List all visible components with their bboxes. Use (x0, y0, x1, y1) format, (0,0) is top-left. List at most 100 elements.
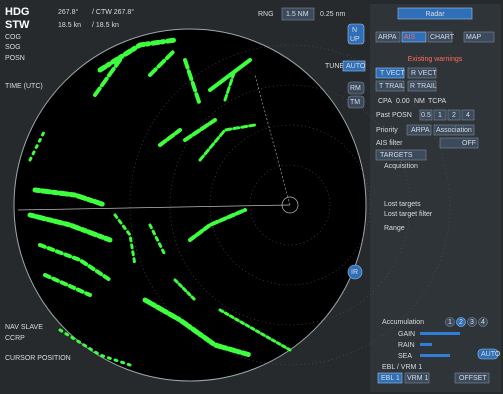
accumulation-button[interactable] (478, 317, 488, 327)
accumulation-label: 2 (459, 319, 463, 326)
label: UP (350, 36, 360, 43)
north-up-button[interactable] (347, 23, 365, 45)
vrm-button[interactable] (404, 372, 430, 384)
label: OFFSET (459, 375, 487, 382)
label: T TRAIL (379, 83, 405, 90)
association-button[interactable] (433, 124, 475, 136)
arpa-priority-button[interactable] (406, 124, 432, 136)
targets-button[interactable] (375, 149, 427, 161)
accumulation-button[interactable] (467, 317, 477, 327)
auto-button[interactable] (477, 348, 499, 360)
accumulation-button[interactable] (445, 317, 455, 327)
range-rings (129, 44, 451, 366)
label: ARPA (411, 127, 430, 134)
label: TUNE (325, 63, 344, 70)
label: IR (351, 269, 358, 276)
offset-button[interactable] (454, 372, 490, 384)
label: STW (5, 19, 30, 31)
gain-slider[interactable] (420, 332, 460, 335)
label: R VECT (411, 70, 437, 77)
label: RAIN (398, 342, 415, 349)
tab[interactable] (463, 31, 495, 43)
label: Priority (376, 127, 398, 134)
past-posn-label: 0.5 (421, 112, 431, 119)
tab[interactable] (375, 31, 401, 43)
ebl-button[interactable] (377, 372, 403, 384)
own-ship (281, 196, 299, 214)
value: 0.00 (396, 98, 410, 105)
t-trail-button[interactable] (375, 80, 405, 92)
heading-line (17, 204, 291, 211)
value: / CTW 267.8° (92, 8, 134, 16)
label: GAIN (398, 331, 415, 338)
past-posn-label: 1 (438, 112, 442, 119)
rm-button[interactable] (347, 81, 365, 95)
past-posn-button[interactable] (461, 109, 475, 121)
accumulation-label: 3 (470, 319, 474, 326)
rain-slider[interactable] (420, 343, 432, 346)
label: CURSOR POSITION (5, 355, 71, 362)
scope (13, 28, 367, 382)
value: 267.8° (58, 8, 79, 16)
label: T VECT (380, 70, 405, 77)
past-posn-button[interactable] (433, 109, 447, 121)
auto-button[interactable] (342, 60, 366, 72)
label: RNG (258, 11, 274, 18)
tm-button[interactable] (347, 95, 365, 109)
sea-slider[interactable] (420, 354, 450, 357)
label: Radar (425, 11, 445, 18)
tab[interactable] (427, 31, 453, 43)
tab-label: MAP (466, 34, 482, 41)
past-posn-label: 2 (452, 112, 456, 119)
value: OFF (462, 140, 476, 147)
radar-button[interactable] (397, 7, 473, 20)
label: Lost target filter (384, 211, 433, 218)
ir-button[interactable] (347, 264, 363, 280)
tab-label: CHART (430, 34, 455, 41)
label: AIS filter (376, 140, 403, 147)
label: Lost targets (384, 201, 421, 208)
r-vect-button[interactable] (407, 67, 437, 79)
label: R TRAIL (410, 83, 437, 90)
label: SOG (5, 44, 21, 51)
ais-filter-select[interactable] (439, 137, 479, 149)
label: POSN (5, 55, 25, 62)
label: Association (436, 127, 472, 134)
label: CPA (378, 98, 392, 105)
label: EBL / VRM 1 (382, 364, 422, 371)
unit: NM (414, 98, 425, 105)
label: TCPA (428, 98, 446, 105)
value: 0.25 nm (320, 11, 345, 18)
tab-label: AIS (404, 34, 416, 41)
past-posn-button[interactable] (447, 109, 461, 121)
value: 1.5 NM (286, 11, 309, 18)
accumulation-button[interactable] (456, 317, 466, 327)
label: AUTO (346, 63, 366, 70)
label: RM (350, 85, 361, 92)
r-trail-button[interactable] (407, 80, 437, 92)
past-posn-button[interactable] (419, 109, 433, 121)
label: HDG (5, 6, 29, 18)
value: / 18.5 kn (92, 22, 119, 29)
label: N (352, 27, 357, 34)
label: Range (384, 225, 405, 232)
label: Acquisition (384, 163, 418, 170)
t-vect-button[interactable] (375, 67, 405, 79)
ebl-line (254, 74, 291, 206)
range-box[interactable] (281, 7, 315, 21)
label: TARGETS (380, 152, 413, 159)
label: Past POSN (376, 112, 412, 119)
label: SEA (398, 353, 412, 360)
label: TM (350, 99, 360, 106)
label: CCRP (5, 335, 25, 342)
label: AUTO (481, 351, 501, 358)
tab[interactable] (401, 31, 427, 43)
accumulation-label: 1 (448, 319, 452, 326)
label: COG (5, 34, 21, 41)
label: EBL 1 (381, 375, 400, 382)
label: NAV SLAVE (5, 324, 43, 331)
value: 18.5 kn (58, 22, 81, 29)
label: TIME (UTC) (5, 83, 43, 90)
radar-echoes (27, 37, 292, 367)
